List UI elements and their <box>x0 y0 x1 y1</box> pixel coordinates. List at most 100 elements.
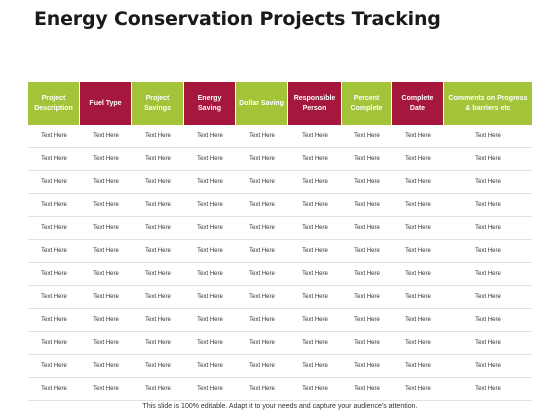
table-cell: Text Here <box>444 171 532 194</box>
table-row: Text Here Text Here Text Here Text Here Text… <box>28 378 532 401</box>
table-cell: Text Here <box>236 309 288 332</box>
table-cell: Text Here <box>28 332 80 355</box>
table-cell: Text Here <box>28 194 80 217</box>
table-cell: Text Here <box>132 171 184 194</box>
table-cell: Text Here <box>288 355 342 378</box>
table-cell: Text Here <box>236 171 288 194</box>
table-row: Text Here Text Here Text Here Text Here Text… <box>28 125 532 148</box>
table-row: Text Here Text Here Text Here Text Here Text… <box>28 309 532 332</box>
table-row: Text Here Text Here Text Here Text Here Text… <box>28 240 532 263</box>
table-row: Text Here Text Here Text Here Text Here Text… <box>28 355 532 378</box>
table-cell: Text Here <box>28 217 80 240</box>
table-cell: Text Here <box>392 240 444 263</box>
column-header-project-description: Project Description <box>28 82 80 125</box>
table-cell: Text Here <box>392 194 444 217</box>
table-cell: Text Here <box>288 148 342 171</box>
table-cell: Text Here <box>28 378 80 401</box>
table-cell: Text Here <box>288 240 342 263</box>
table-cell: Text Here <box>28 286 80 309</box>
table-cell: Text Here <box>392 171 444 194</box>
table-cell: Text Here <box>28 263 80 286</box>
table-cell: Text Here <box>236 378 288 401</box>
table-cell: Text Here <box>392 217 444 240</box>
column-header-energy-saving: Energy Saving <box>184 82 236 125</box>
column-header-percent-complete: Percent Complete <box>342 82 392 125</box>
table-cell: Text Here <box>342 194 392 217</box>
table-cell: Text Here <box>444 378 532 401</box>
table-cell: Text Here <box>342 148 392 171</box>
table-cell: Text Here <box>132 332 184 355</box>
table-cell: Text Here <box>132 263 184 286</box>
table-cell: Text Here <box>444 125 532 148</box>
footer-note: This slide is 100% editable. Adapt it to… <box>142 403 418 410</box>
table-cell: Text Here <box>288 286 342 309</box>
tracking-table: Project Description Fuel Type Project Sa… <box>28 82 532 401</box>
table-cell: Text Here <box>184 309 236 332</box>
table-cell: Text Here <box>28 355 80 378</box>
table-cell: Text Here <box>184 263 236 286</box>
column-header-project-savings: Project Savings <box>132 82 184 125</box>
table-cell: Text Here <box>132 194 184 217</box>
table-cell: Text Here <box>392 125 444 148</box>
table-cell: Text Here <box>132 378 184 401</box>
table-cell: Text Here <box>236 125 288 148</box>
table-cell: Text Here <box>288 125 342 148</box>
table-cell: Text Here <box>132 309 184 332</box>
table-cell: Text Here <box>28 240 80 263</box>
table-cell: Text Here <box>184 217 236 240</box>
table-cell: Text Here <box>444 263 532 286</box>
table-cell: Text Here <box>342 309 392 332</box>
table-cell: Text Here <box>288 332 342 355</box>
table-cell: Text Here <box>288 194 342 217</box>
table-cell: Text Here <box>392 332 444 355</box>
table-cell: Text Here <box>444 194 532 217</box>
table-cell: Text Here <box>392 309 444 332</box>
table-cell: Text Here <box>132 240 184 263</box>
table-cell: Text Here <box>444 240 532 263</box>
table-cell: Text Here <box>342 171 392 194</box>
table-cell: Text Here <box>28 125 80 148</box>
table-cell: Text Here <box>184 355 236 378</box>
table-cell: Text Here <box>80 148 132 171</box>
table-cell: Text Here <box>288 217 342 240</box>
table-cell: Text Here <box>236 332 288 355</box>
table-cell: Text Here <box>184 125 236 148</box>
table-cell: Text Here <box>342 240 392 263</box>
column-header-dollar-saving: Dollar Saving <box>236 82 288 125</box>
table-cell: Text Here <box>236 217 288 240</box>
table-cell: Text Here <box>80 355 132 378</box>
page-title: Energy Conservation Projects Tracking <box>34 8 441 30</box>
table-cell: Text Here <box>132 355 184 378</box>
table-cell: Text Here <box>184 332 236 355</box>
table-cell: Text Here <box>236 263 288 286</box>
table-body: Text Here Text Here Text Here Text Here Text… <box>28 125 532 401</box>
table-cell: Text Here <box>444 332 532 355</box>
table-cell: Text Here <box>392 263 444 286</box>
table-cell: Text Here <box>28 148 80 171</box>
table-row: Text Here Text Here Text Here Text Here Text… <box>28 194 532 217</box>
table-cell: Text Here <box>288 171 342 194</box>
table-cell: Text Here <box>392 286 444 309</box>
table-cell: Text Here <box>184 171 236 194</box>
table-cell: Text Here <box>392 378 444 401</box>
table-cell: Text Here <box>236 194 288 217</box>
table-cell: Text Here <box>342 217 392 240</box>
table-cell: Text Here <box>80 332 132 355</box>
column-header-fuel-type: Fuel Type <box>80 82 132 125</box>
table-row: Text Here Text Here Text Here Text Here Text… <box>28 332 532 355</box>
table-row: Text Here Text Here Text Here Text Here Text… <box>28 171 532 194</box>
table-cell: Text Here <box>80 125 132 148</box>
table-cell: Text Here <box>444 286 532 309</box>
column-header-complete-date: Complete Date <box>392 82 444 125</box>
table-cell: Text Here <box>80 263 132 286</box>
table-cell: Text Here <box>80 194 132 217</box>
table-cell: Text Here <box>184 194 236 217</box>
table-row: Text Here Text Here Text Here Text Here Text… <box>28 286 532 309</box>
table-cell: Text Here <box>288 263 342 286</box>
table-cell: Text Here <box>80 309 132 332</box>
table-cell: Text Here <box>184 240 236 263</box>
column-header-responsible-person: Responsible Person <box>288 82 342 125</box>
table-cell: Text Here <box>28 309 80 332</box>
table-cell: Text Here <box>288 309 342 332</box>
table-cell: Text Here <box>444 217 532 240</box>
